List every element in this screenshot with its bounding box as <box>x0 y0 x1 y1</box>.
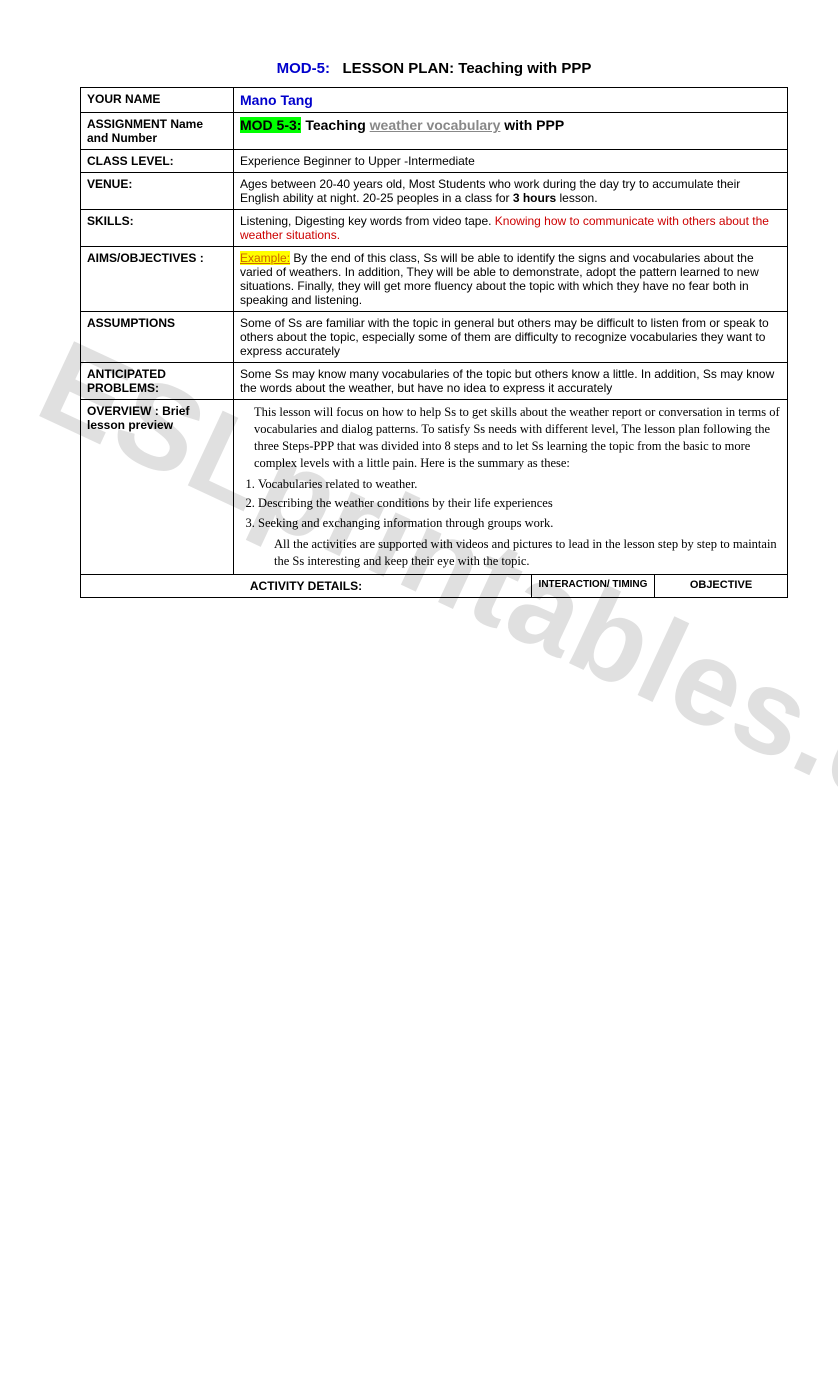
row-activity-header: ACTIVITY DETAILS: INTERACTION/ TIMING OB… <box>81 574 788 597</box>
label-assumptions: ASSUMPTIONS <box>81 312 234 363</box>
label-your-name: YOUR NAME <box>81 88 234 113</box>
row-overview: OVERVIEW : Brief lesson preview This les… <box>81 400 788 575</box>
venue-part2: lesson. <box>556 191 597 205</box>
aims-text: By the end of this class, Ss will be abl… <box>240 251 759 307</box>
label-overview: OVERVIEW : Brief lesson preview <box>81 400 234 575</box>
objective-header: OBJECTIVE <box>655 574 788 597</box>
row-venue: VENUE: Ages between 20-40 years old, Mos… <box>81 173 788 210</box>
value-aims: Example: By the end of this class, Ss wi… <box>234 247 788 312</box>
label-assignment: ASSIGNMENT Name and Number <box>81 113 234 150</box>
value-overview: This lesson will focus on how to help Ss… <box>234 400 788 575</box>
name-text: Mano Tang <box>240 92 313 108</box>
row-name: YOUR NAME Mano Tang <box>81 88 788 113</box>
value-your-name: Mano Tang <box>234 88 788 113</box>
venue-part1: Ages between 20-40 years old, Most Stude… <box>240 177 740 205</box>
assignment-mod: MOD 5-3: <box>240 117 301 133</box>
venue-bold: 3 hours <box>513 191 556 205</box>
row-problems: ANTICIPATED PROBLEMS: Some Ss may know m… <box>81 363 788 400</box>
overview-footer: All the activities are supported with vi… <box>240 536 781 570</box>
label-aims: AIMS/OBJECTIVES : <box>81 247 234 312</box>
value-problems: Some Ss may know many vocabularies of th… <box>234 363 788 400</box>
overview-list: Vocabularies related to weather. Describ… <box>258 476 781 533</box>
lesson-plan-table: YOUR NAME Mano Tang ASSIGNMENT Name and … <box>80 87 788 598</box>
label-problems: ANTICIPATED PROBLEMS: <box>81 363 234 400</box>
value-venue: Ages between 20-40 years old, Most Stude… <box>234 173 788 210</box>
value-assumptions: Some of Ss are familiar with the topic i… <box>234 312 788 363</box>
row-assignment: ASSIGNMENT Name and Number MOD 5-3: Teac… <box>81 113 788 150</box>
row-skills: SKILLS: Listening, Digesting key words f… <box>81 210 788 247</box>
interaction-timing-header: INTERACTION/ TIMING <box>532 574 655 597</box>
label-skills: SKILLS: <box>81 210 234 247</box>
value-skills: Listening, Digesting key words from vide… <box>234 210 788 247</box>
assignment-topic: weather vocabulary <box>370 117 501 133</box>
title-rest: LESSON PLAN: Teaching with PPP <box>342 60 591 77</box>
value-assignment: MOD 5-3: Teaching weather vocabulary wit… <box>234 113 788 150</box>
assignment-withppp: with PPP <box>504 117 564 133</box>
row-classlevel: CLASS LEVEL: Experience Beginner to Uppe… <box>81 150 788 173</box>
title-mod: MOD-5: <box>277 60 330 77</box>
overview-item-1: Vocabularies related to weather. <box>258 476 781 493</box>
label-venue: VENUE: <box>81 173 234 210</box>
aims-example: Example: <box>240 251 290 265</box>
activity-details-header: ACTIVITY DETAILS: <box>81 574 532 597</box>
overview-intro: This lesson will focus on how to help Ss… <box>240 404 781 472</box>
document-title: MOD-5: LESSON PLAN: Teaching with PPP <box>80 60 788 77</box>
label-classlevel: CLASS LEVEL: <box>81 150 234 173</box>
row-aims: AIMS/OBJECTIVES : Example: By the end of… <box>81 247 788 312</box>
value-classlevel: Experience Beginner to Upper -Intermedia… <box>234 150 788 173</box>
assignment-teaching: Teaching <box>305 117 365 133</box>
document-page: ESLprintables.com MOD-5: LESSON PLAN: Te… <box>0 0 838 648</box>
overview-item-2: Describing the weather conditions by the… <box>258 495 781 512</box>
overview-item-3: Seeking and exchanging information throu… <box>258 515 781 532</box>
row-assumptions: ASSUMPTIONS Some of Ss are familiar with… <box>81 312 788 363</box>
skills-part1: Listening, Digesting key words from vide… <box>240 214 495 228</box>
